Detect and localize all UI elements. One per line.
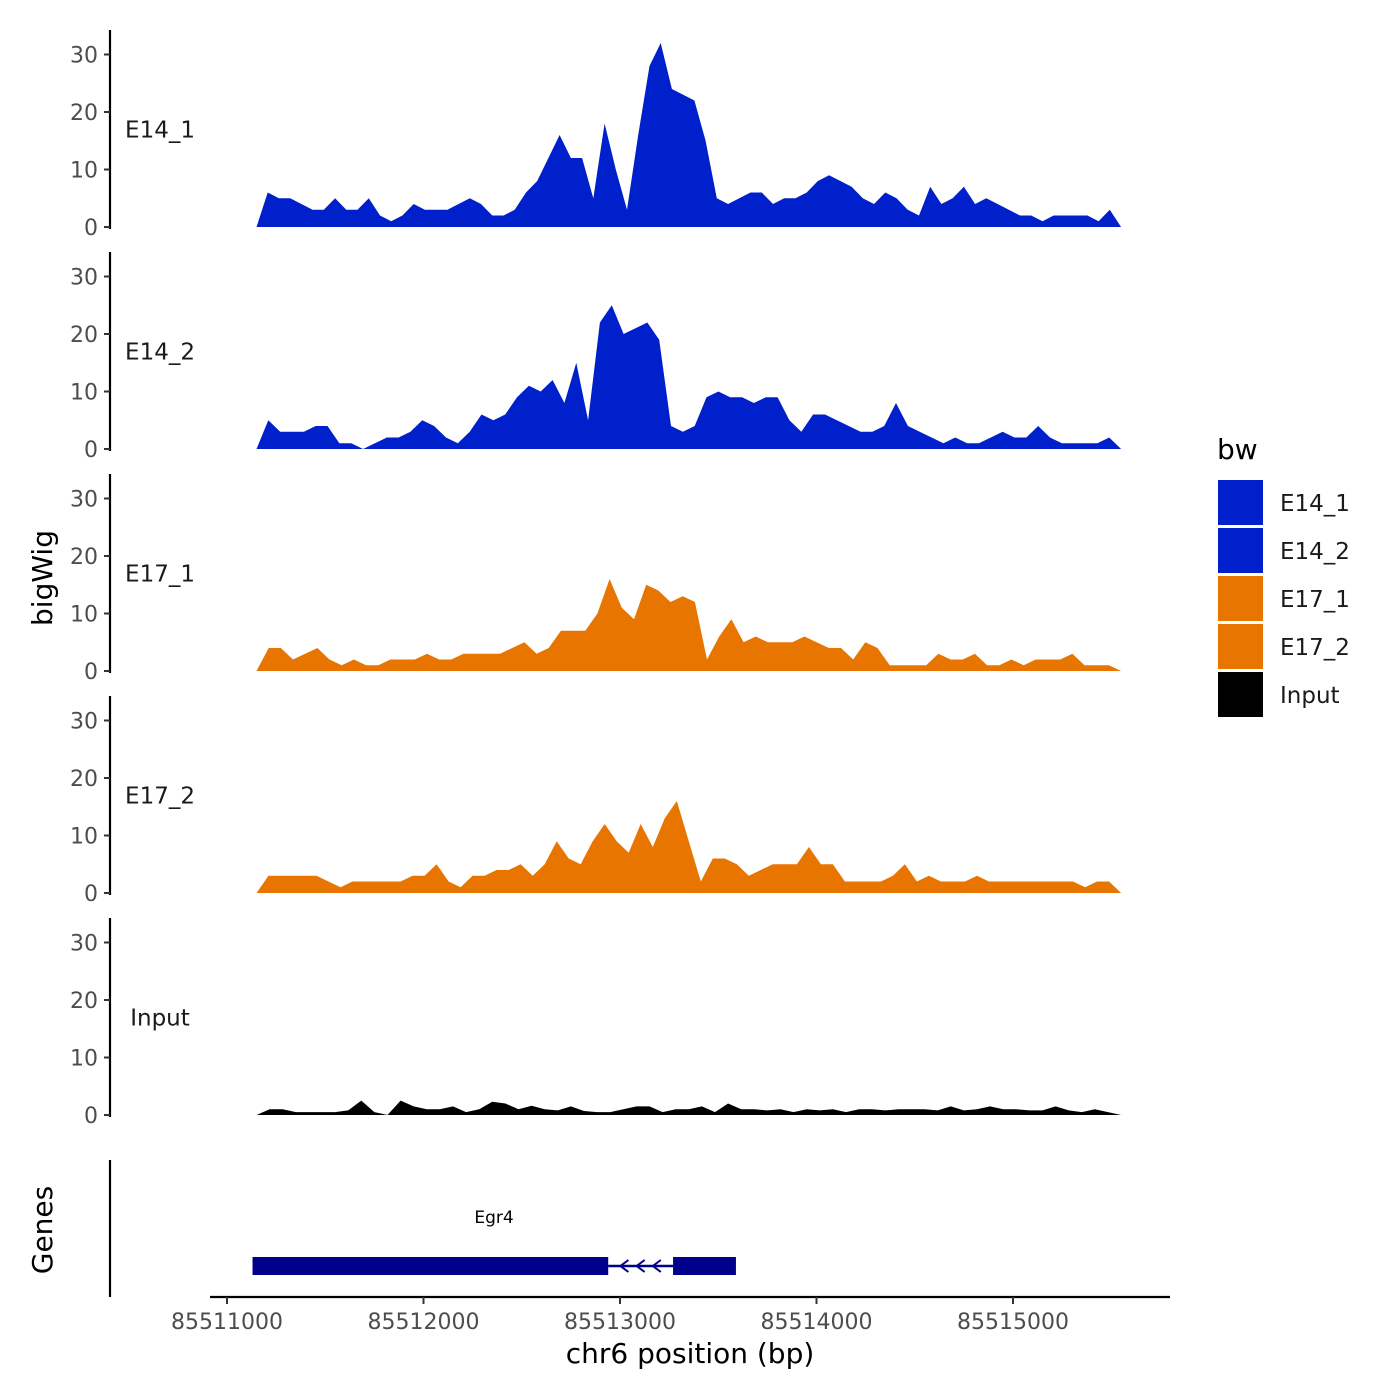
y-tick-label: 0 xyxy=(84,216,98,241)
y-tick-label: 20 xyxy=(70,989,98,1014)
strand-arrow xyxy=(618,1259,630,1273)
y-tick-label: 0 xyxy=(84,1104,98,1129)
signal-panels: 0 10 20 30 E14_1 0 10 20 30 E14_2 0 10 20 30 E17_1 0 10 2… xyxy=(70,30,1122,1129)
legend-label-e17_2: E17_2 xyxy=(1280,635,1350,661)
y-tick-label: 0 xyxy=(84,882,98,907)
legend-swatch-input xyxy=(1218,672,1263,717)
y-tick-label: 20 xyxy=(70,545,98,570)
y-tick-label: 10 xyxy=(70,381,98,406)
y-axis-title: bigWig xyxy=(26,530,59,626)
x-tick-label: 85511000 xyxy=(171,1310,283,1335)
panel-input: 0 10 20 30 Input xyxy=(70,918,1122,1129)
x-axis: 85511000 85512000 85513000 85514000 85515000 xyxy=(171,1295,1170,1335)
panel-e17_1: 0 10 20 30 E17_1 xyxy=(70,474,1122,685)
y-tick-label: 30 xyxy=(70,266,98,291)
panel-label-e14_1: E14_1 xyxy=(125,117,195,143)
y-tick-label: 10 xyxy=(70,603,98,628)
gene-egr4: Egr4 xyxy=(252,1208,736,1275)
panel-label-e17_1: E17_1 xyxy=(125,561,195,587)
area-input xyxy=(256,1100,1122,1115)
panel-label-input: Input xyxy=(130,1005,190,1031)
y-tick-label: 20 xyxy=(70,323,98,348)
legend-swatch-e17_1 xyxy=(1218,576,1263,621)
y-tick-label: 30 xyxy=(70,710,98,735)
y-tick-label: 0 xyxy=(84,660,98,685)
area-e17_1 xyxy=(256,579,1122,671)
y-tick-label: 30 xyxy=(70,44,98,69)
x-tick-label: 85515000 xyxy=(957,1310,1069,1335)
y-tick-label: 30 xyxy=(70,488,98,513)
legend-label-e14_1: E14_1 xyxy=(1280,491,1350,517)
y-tick-label: 20 xyxy=(70,101,98,126)
strand-arrow xyxy=(651,1259,662,1273)
y-tick-label: 20 xyxy=(70,767,98,792)
x-tick-label: 85513000 xyxy=(564,1310,676,1335)
x-tick-label: 85512000 xyxy=(368,1310,480,1335)
gene-track: Egr4 xyxy=(108,1160,736,1297)
legend-title: bw xyxy=(1217,433,1258,466)
legend: bw E14_1 E14_2 E17_1 E17_2 Input xyxy=(1217,433,1350,717)
panel-label-e17_2: E17_2 xyxy=(125,783,195,809)
y-tick-label: 30 xyxy=(70,932,98,957)
strand-arrow xyxy=(634,1259,646,1273)
panel-e14_1: 0 10 20 30 E14_1 xyxy=(70,30,1122,241)
genes-axis-title: Genes xyxy=(26,1186,59,1274)
panel-e14_2: 0 10 20 30 E14_2 xyxy=(70,252,1122,463)
legend-label-e17_1: E17_1 xyxy=(1280,587,1350,613)
y-tick-label: 10 xyxy=(70,1047,98,1072)
legend-swatch-e17_2 xyxy=(1218,624,1263,669)
gene-label: Egr4 xyxy=(474,1208,513,1228)
gene-exon xyxy=(252,1257,609,1275)
y-tick-label: 0 xyxy=(84,438,98,463)
y-tick-label: 10 xyxy=(70,159,98,184)
gene-exon xyxy=(673,1257,736,1275)
x-axis-title: chr6 position (bp) xyxy=(566,1337,815,1370)
area-e14_1 xyxy=(256,43,1122,227)
legend-swatch-e14_1 xyxy=(1218,480,1263,525)
panel-label-e14_2: E14_2 xyxy=(125,339,195,365)
area-e17_2 xyxy=(256,801,1122,893)
legend-swatch-e14_2 xyxy=(1218,528,1263,573)
panel-e17_2: 0 10 20 30 E17_2 xyxy=(70,696,1122,907)
y-tick-label: 10 xyxy=(70,825,98,850)
legend-label-e14_2: E14_2 xyxy=(1280,539,1350,565)
legend-label-input: Input xyxy=(1280,683,1340,709)
x-tick-label: 85514000 xyxy=(761,1310,873,1335)
area-e14_2 xyxy=(256,305,1122,449)
